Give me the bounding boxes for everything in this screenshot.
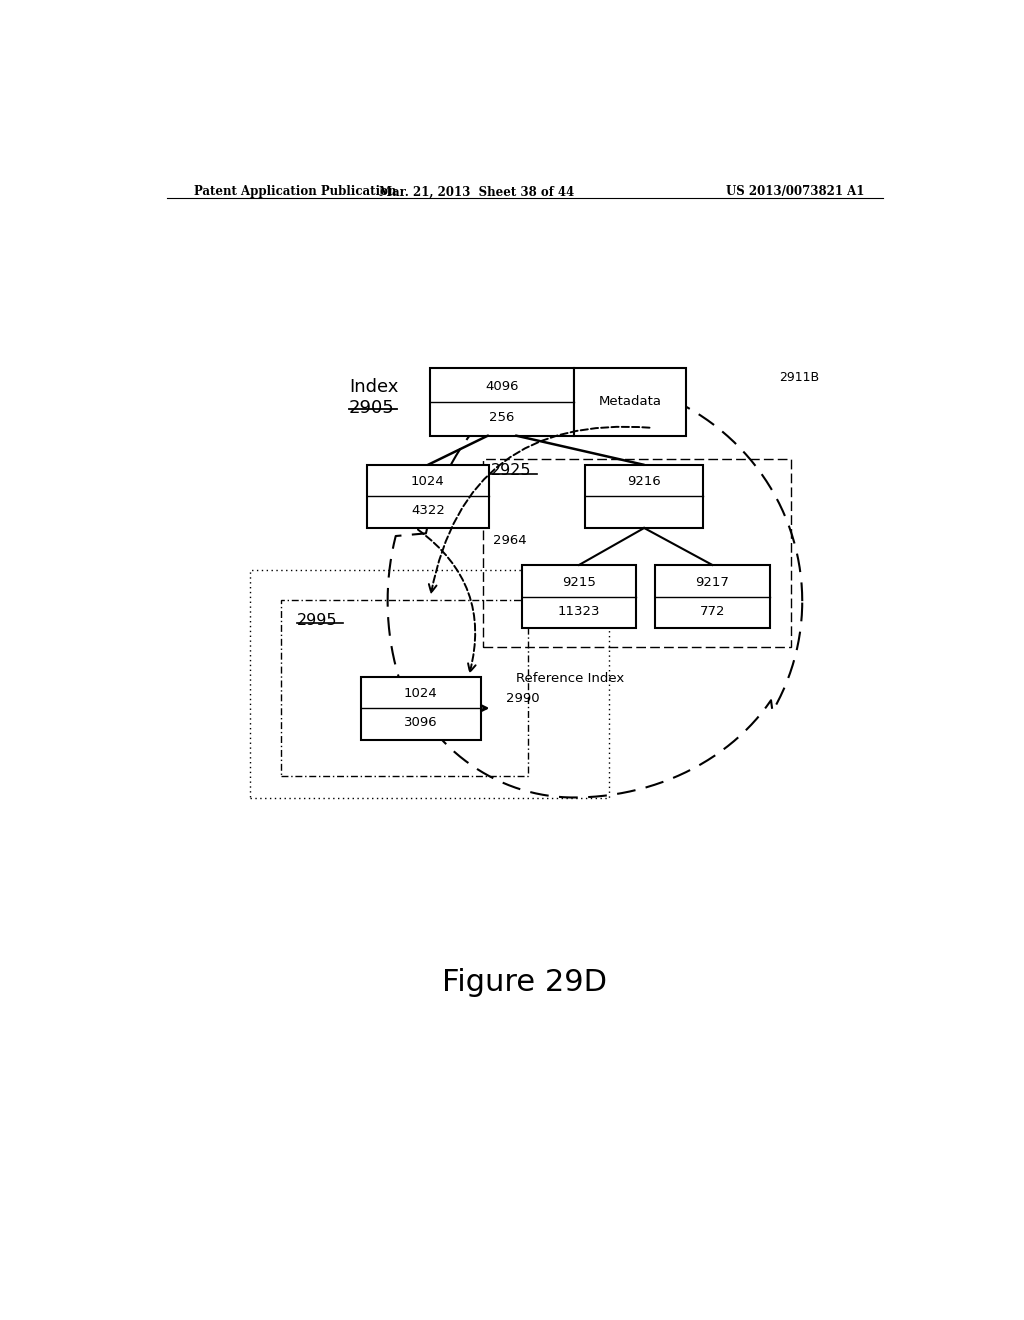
Text: US 2013/0073821 A1: US 2013/0073821 A1 [726,185,864,198]
Text: 11323: 11323 [558,605,600,618]
Text: 2925: 2925 [490,463,531,478]
Bar [573,368,686,436]
Bar [282,601,528,776]
Text: 256: 256 [489,411,515,424]
Text: 2911B: 2911B [779,371,819,384]
Text: 2990: 2990 [506,693,540,705]
Text: Mar. 21, 2013  Sheet 38 of 44: Mar. 21, 2013 Sheet 38 of 44 [379,185,574,198]
Text: 2995: 2995 [297,612,338,628]
Text: Metadata: Metadata [598,395,662,408]
Text: 1024: 1024 [411,475,444,488]
Bar [655,565,770,628]
FancyArrowPatch shape [418,529,475,672]
FancyArrowPatch shape [429,426,649,593]
Text: 9215: 9215 [562,576,596,589]
Text: Figure 29D: Figure 29D [442,968,607,997]
Text: Reference Index: Reference Index [515,672,624,685]
Text: 2905: 2905 [349,399,394,417]
Bar [360,677,480,739]
Text: 4096: 4096 [485,380,519,392]
Text: 9216: 9216 [628,475,662,488]
Text: 772: 772 [699,605,725,618]
Bar [367,465,489,528]
Text: 1024: 1024 [403,688,437,700]
Text: 4322: 4322 [411,504,444,517]
Text: 2964: 2964 [493,535,526,548]
Bar [483,459,792,647]
Bar [430,368,573,436]
Text: Index: Index [349,378,398,396]
Bar [251,570,608,797]
Bar [521,565,636,628]
Text: 9217: 9217 [695,576,729,589]
Bar [586,465,703,528]
Text: 3096: 3096 [403,717,437,729]
Text: Patent Application Publication: Patent Application Publication [194,185,396,198]
